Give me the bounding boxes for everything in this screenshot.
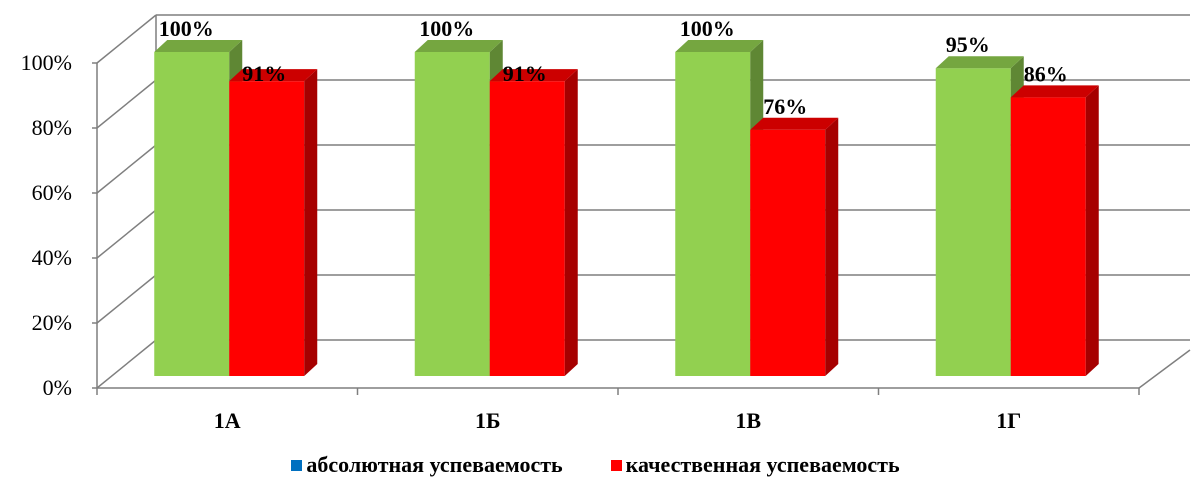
y-tick-label: 40% bbox=[32, 245, 72, 270]
bar-top bbox=[414, 40, 503, 52]
x-category-label: 1А bbox=[214, 408, 241, 433]
legend: абсолютная успеваемость качественная усп… bbox=[0, 452, 1191, 478]
data-label: 91% bbox=[503, 61, 547, 86]
bar-side bbox=[564, 69, 578, 376]
bar-top bbox=[154, 40, 243, 52]
y-tick-label: 60% bbox=[32, 180, 72, 205]
data-label: 95% bbox=[946, 32, 990, 57]
legend-swatch-absolute bbox=[291, 459, 303, 471]
bar-top bbox=[489, 69, 578, 82]
gridline-diagonal bbox=[96, 79, 157, 129]
bar-front bbox=[154, 52, 230, 376]
bar-top bbox=[229, 69, 318, 82]
bar-side bbox=[304, 69, 318, 376]
bar-front bbox=[675, 52, 751, 376]
data-label: 86% bbox=[1024, 61, 1068, 86]
data-label: 76% bbox=[763, 94, 807, 119]
gridline-diagonal bbox=[96, 14, 157, 64]
bar-top bbox=[1010, 85, 1099, 98]
x-category-label: 1В bbox=[735, 408, 761, 433]
gridline-diagonal bbox=[96, 209, 157, 259]
bar-front bbox=[414, 52, 490, 376]
legend-swatch-quality bbox=[610, 459, 622, 471]
bar-top bbox=[675, 40, 764, 52]
bar-front bbox=[1010, 97, 1086, 377]
legend-item-absolute: абсолютная успеваемость bbox=[291, 452, 563, 478]
data-label: 100% bbox=[680, 16, 735, 41]
bar-top bbox=[750, 117, 839, 130]
data-label: 100% bbox=[419, 16, 474, 41]
data-label: 91% bbox=[242, 61, 286, 86]
x-category-label: 1Г bbox=[996, 408, 1021, 433]
bar-front bbox=[229, 81, 305, 376]
y-tick-label: 80% bbox=[32, 115, 72, 140]
legend-item-quality: качественная успеваемость bbox=[610, 452, 900, 478]
y-tick-label: 0% bbox=[43, 375, 72, 400]
chart-canvas: 0%20%40%60%80%100% 1А100%91%1Б100%91%1В1… bbox=[21, 14, 1191, 433]
bar-front bbox=[935, 68, 1011, 376]
y-tick-label: 20% bbox=[32, 310, 72, 335]
y-tick-label: 100% bbox=[21, 50, 72, 75]
bar-front bbox=[750, 129, 826, 376]
gridline-diagonal bbox=[96, 274, 157, 324]
data-label: 100% bbox=[159, 16, 214, 41]
legend-label-quality: качественная успеваемость bbox=[625, 452, 900, 477]
x-category-label: 1Б bbox=[475, 408, 501, 433]
bar-side bbox=[825, 117, 839, 376]
gridline-diagonal bbox=[96, 144, 157, 194]
bar-top bbox=[935, 56, 1024, 69]
labels: 1А 100% 91% 1Б 100% 91% 1В 100% 76% 1Г 95% 86% bbox=[159, 16, 1068, 433]
floor-edge-right bbox=[1138, 349, 1191, 389]
gridline-diagonal bbox=[96, 339, 157, 389]
legend-label-absolute: абсолютная успеваемость bbox=[306, 452, 563, 477]
bar-side bbox=[1085, 85, 1099, 377]
bars bbox=[154, 40, 1099, 377]
bar-front bbox=[489, 81, 565, 376]
